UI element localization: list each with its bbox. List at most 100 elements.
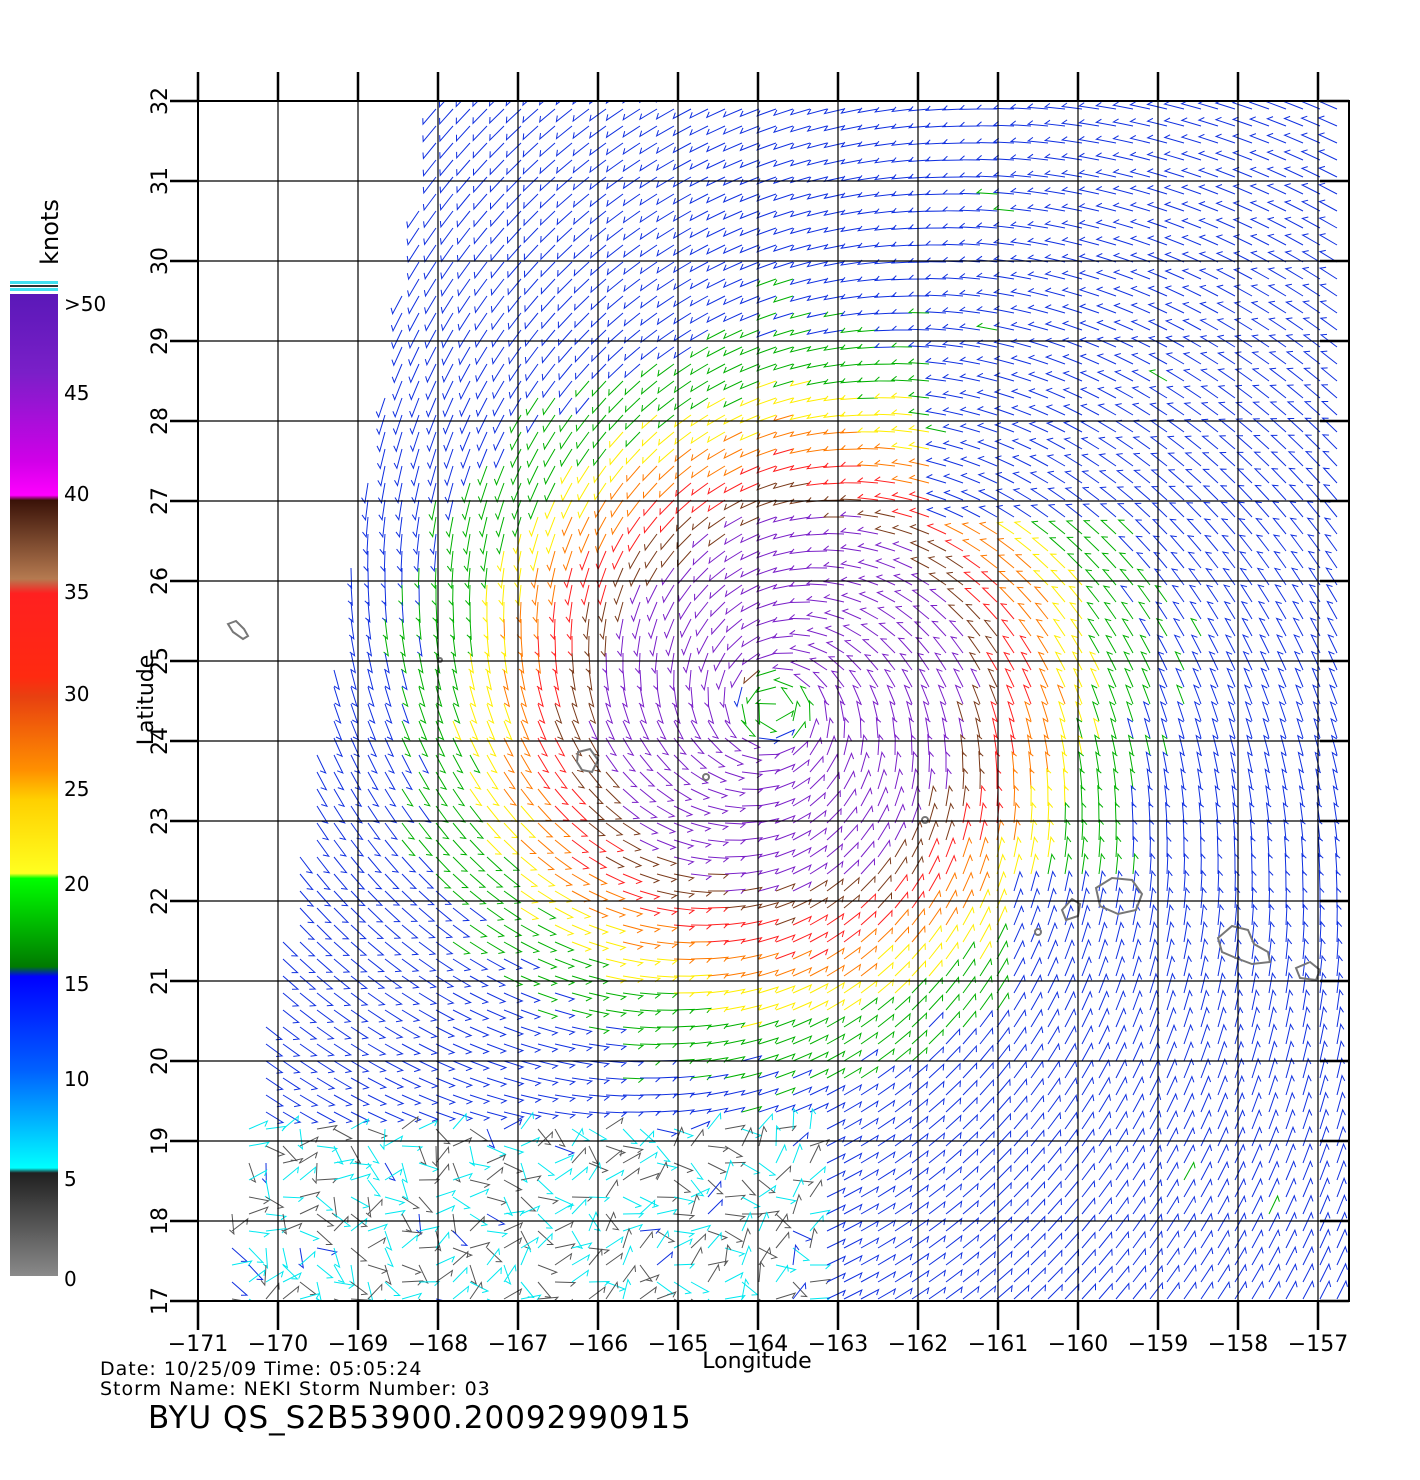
wind-barb — [808, 628, 827, 636]
wind-barb — [1116, 1095, 1127, 1112]
wind-barb — [742, 636, 759, 647]
wind-barb — [504, 1163, 522, 1173]
wind-barb — [1201, 1025, 1210, 1044]
wind-barb — [1199, 151, 1218, 160]
wind-barb — [1048, 1199, 1061, 1214]
wind-barb — [1031, 472, 1048, 483]
wind-barb — [910, 508, 929, 517]
wind-barb — [793, 1087, 811, 1095]
wind-barb — [1032, 521, 1048, 534]
wind-barb — [861, 1015, 877, 1027]
wind-barb — [896, 606, 912, 619]
wind-barb — [574, 194, 589, 207]
wind-barb — [1238, 486, 1252, 501]
wind-barb — [844, 913, 860, 925]
wind-barb — [317, 1095, 334, 1106]
wind-barb — [847, 656, 861, 670]
wind-barb — [453, 891, 468, 904]
wind-barb — [557, 126, 573, 139]
wind-barb — [261, 1265, 266, 1285]
wind-barb — [453, 1252, 468, 1265]
wind-barb — [657, 296, 674, 307]
wind-barb — [877, 575, 895, 585]
wind-barb — [1269, 1008, 1276, 1028]
wind-barb — [1252, 1179, 1262, 1197]
wind-barb — [861, 946, 877, 959]
wind-barb — [642, 415, 657, 428]
wind-barb — [1012, 389, 1031, 398]
wind-barb — [402, 925, 417, 938]
wind-barb — [1337, 1144, 1346, 1163]
wind-barb — [548, 585, 555, 605]
wind-barb — [1201, 1145, 1212, 1163]
wind-barb — [943, 374, 963, 381]
wind-barb — [1303, 1213, 1313, 1231]
wind-barb — [878, 607, 895, 619]
wind-barb — [376, 398, 385, 417]
wind-barb — [408, 313, 419, 331]
wind-barb — [1267, 83, 1286, 92]
wind-barb — [1048, 1113, 1061, 1129]
wind-barb — [1184, 1042, 1193, 1061]
wind-barb — [879, 623, 895, 636]
wind-barb — [742, 1229, 750, 1248]
wind-barb — [708, 957, 728, 961]
wind-barb — [691, 958, 711, 962]
wind-barb — [589, 1010, 609, 1017]
wind-barb — [963, 1029, 976, 1044]
wind-barb — [1286, 1247, 1297, 1265]
wind-barb — [573, 92, 589, 104]
wind-barb — [910, 475, 929, 483]
island-outline — [228, 621, 248, 639]
wind-barb — [436, 1112, 455, 1121]
wind-barb — [1286, 990, 1293, 1010]
wind-barb — [674, 993, 694, 997]
wind-barb — [487, 772, 498, 789]
wind-barb — [1286, 1230, 1297, 1248]
wind-barb — [1116, 387, 1134, 398]
wind-barb — [407, 211, 419, 228]
wind-barb — [487, 874, 502, 887]
wind-barb — [368, 1129, 387, 1138]
wind-barb — [793, 831, 811, 841]
wind-barb — [741, 704, 746, 724]
wind-barb — [1065, 1216, 1078, 1231]
wind-barb — [317, 1027, 333, 1039]
wind-barb — [453, 1078, 472, 1087]
wind-barb — [538, 1265, 557, 1274]
wind-barb — [725, 1146, 742, 1158]
wind-barb — [504, 942, 522, 953]
wind-barb — [402, 874, 416, 888]
wind-barb — [572, 789, 585, 804]
wind-barb — [887, 686, 895, 705]
wind-barb — [641, 245, 658, 256]
wind-barb — [470, 1243, 489, 1248]
wind-barb — [640, 823, 657, 834]
wind-barb — [824, 579, 844, 586]
wind-barb — [494, 466, 504, 485]
wind-barb — [963, 786, 969, 806]
wind-barb — [1303, 1230, 1313, 1248]
wind-barb — [1099, 1250, 1112, 1265]
latitude-tick-label: 28 — [148, 407, 173, 435]
wind-barb — [1130, 102, 1150, 109]
wind-barb — [844, 753, 854, 772]
wind-barb — [946, 977, 959, 993]
wind-barb — [1014, 1097, 1027, 1113]
wind-barb — [980, 959, 992, 976]
wind-barb — [707, 160, 725, 169]
wind-barb — [1199, 118, 1218, 127]
wind-barb — [1286, 1213, 1296, 1231]
wind-barb — [663, 602, 674, 620]
wind-barb — [657, 942, 677, 948]
wind-barb — [1319, 82, 1338, 92]
wind-barb — [592, 381, 606, 396]
wind-barb — [744, 670, 759, 683]
wind-barb — [492, 364, 504, 381]
wind-barb — [645, 551, 657, 568]
wind-barb — [525, 313, 538, 329]
wind-barb — [453, 840, 466, 855]
wind-barb — [1133, 1266, 1146, 1282]
wind-barb — [1106, 636, 1116, 653]
wind-barb — [640, 840, 658, 850]
